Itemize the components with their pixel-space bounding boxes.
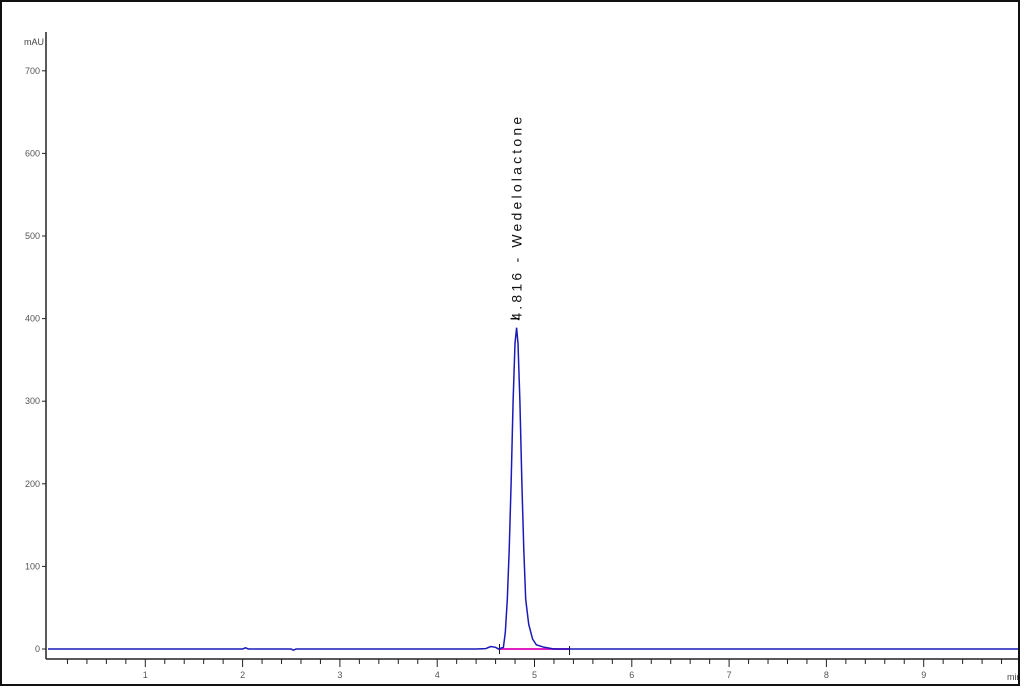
y-tick-label: 300: [25, 396, 40, 406]
x-tick-label: 9: [921, 670, 926, 680]
y-tick-label: 400: [25, 314, 40, 324]
y-axis-label: mAU: [24, 37, 44, 47]
x-tick-label: 5: [532, 670, 537, 680]
x-tick-label: 4: [435, 670, 440, 680]
y-tick-label: 0: [35, 644, 40, 654]
chromatogram-trace: [48, 327, 1018, 652]
x-tick-label: 8: [824, 670, 829, 680]
y-tick-label: 600: [25, 148, 40, 158]
y-tick-label: 100: [25, 561, 40, 571]
y-tick-label: 200: [25, 479, 40, 489]
x-tick-label: 7: [727, 670, 732, 680]
x-tick-label: 2: [240, 670, 245, 680]
x-axis-label: min: [1007, 672, 1020, 682]
x-tick-label: 1: [143, 670, 148, 680]
y-tick-label: 500: [25, 231, 40, 241]
x-tick-label: 3: [337, 670, 342, 680]
x-tick-label: 6: [629, 670, 634, 680]
peak-label: 4.816 - Wedelolactone: [509, 114, 525, 321]
y-tick-label: 700: [25, 66, 40, 76]
